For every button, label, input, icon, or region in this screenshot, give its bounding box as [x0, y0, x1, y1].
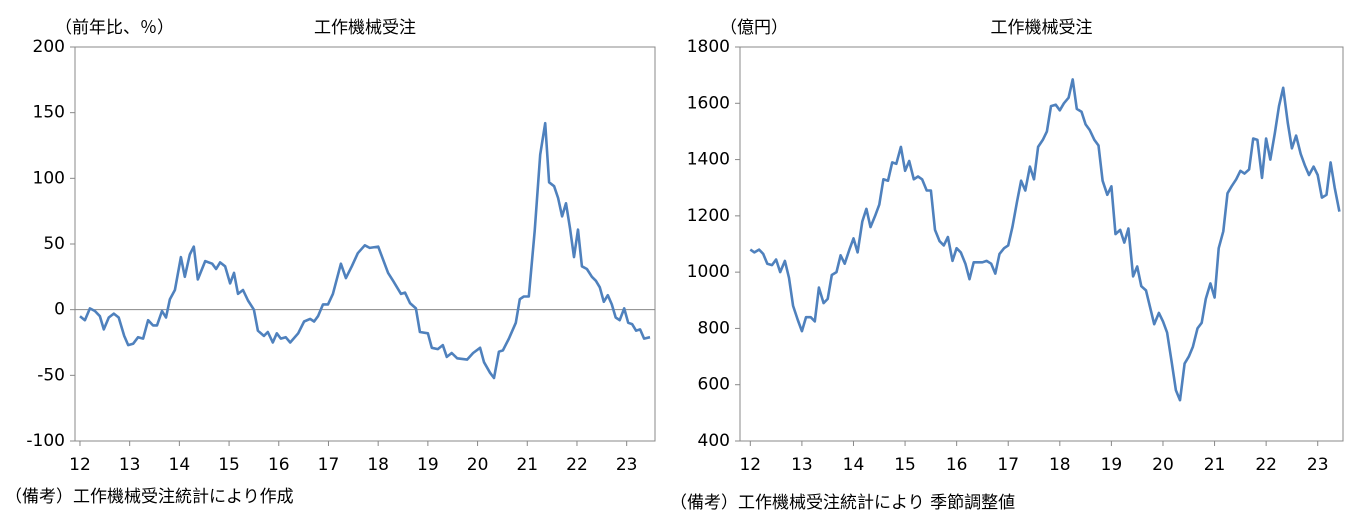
y-tick-label: 400 [698, 431, 730, 451]
x-tick-label: 23 [1307, 455, 1329, 475]
y-tick-label: 800 [698, 318, 730, 338]
x-tick-label: 19 [1101, 455, 1123, 475]
series-line [79, 121, 651, 380]
y-tick-label: 600 [698, 375, 730, 395]
y-tick-label: 1800 [687, 37, 730, 57]
x-tick-label: 15 [218, 455, 240, 475]
y-tick-label: 200 [33, 37, 65, 57]
y-tick-label: 150 [33, 103, 65, 123]
unit-label: （億円） [720, 18, 788, 38]
y-tick-label: -100 [26, 431, 65, 451]
chart-title: 工作機械受注 [314, 18, 416, 38]
x-tick-label: 13 [791, 455, 813, 475]
y-tick-label: 0 [54, 300, 65, 320]
x-tick-label: 20 [1152, 455, 1174, 475]
x-tick-label: 16 [268, 455, 290, 475]
x-tick-label: 14 [169, 455, 191, 475]
series-line [749, 78, 1341, 402]
x-tick-label: 16 [946, 455, 968, 475]
x-tick-label: 15 [894, 455, 916, 475]
x-tick-label: 12 [739, 455, 761, 475]
unit-label: （前年比、％） [55, 18, 174, 38]
note: （備考）工作機械受注統計により 季節調整値 [670, 493, 1015, 513]
y-tick-label: 100 [33, 168, 65, 188]
y-tick-label: 1600 [687, 93, 730, 113]
y-tick-label: 1000 [687, 262, 730, 282]
x-tick-label: 17 [997, 455, 1019, 475]
x-tick-label: 18 [367, 455, 389, 475]
x-tick-label: 22 [566, 455, 588, 475]
plot-frame [74, 46, 656, 442]
x-tick-label: 20 [467, 455, 489, 475]
x-tick-label: 21 [1204, 455, 1226, 475]
y-tick-label: 1200 [687, 206, 730, 226]
x-tick-label: 12 [69, 455, 91, 475]
x-tick-label: 22 [1255, 455, 1277, 475]
chart-title: 工作機械受注 [991, 18, 1093, 38]
y-tick-label: -50 [37, 365, 65, 385]
x-tick-label: 19 [417, 455, 439, 475]
x-tick-label: 14 [843, 455, 865, 475]
x-tick-label: 23 [616, 455, 638, 475]
plot-frame [739, 46, 1344, 442]
y-tick-label: 50 [43, 234, 65, 254]
x-tick-label: 18 [1049, 455, 1071, 475]
note: （備考）工作機械受注統計により作成 [5, 487, 294, 507]
x-tick-label: 13 [119, 455, 141, 475]
y-tick-label: 1400 [687, 150, 730, 170]
x-tick-label: 17 [318, 455, 340, 475]
x-tick-label: 21 [516, 455, 538, 475]
